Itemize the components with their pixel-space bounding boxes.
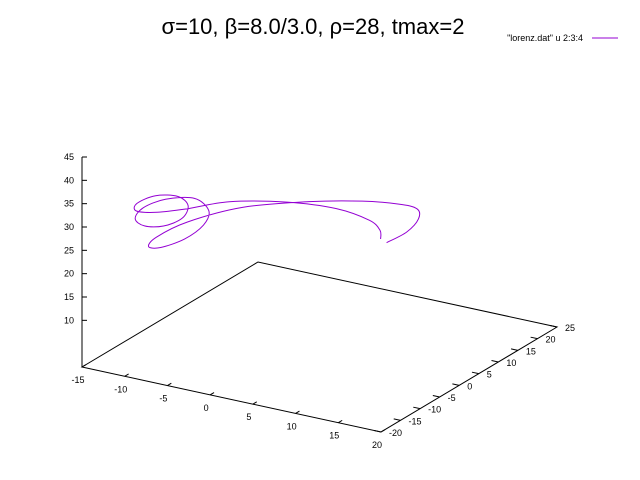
x-tick-label: 20 — [372, 440, 382, 450]
z-tick-label: 25 — [64, 245, 74, 255]
lorenz-trajectory-line — [133, 194, 421, 249]
x-tick-label: 5 — [246, 412, 251, 422]
legend: "lorenz.dat" u 2:3:4 — [507, 33, 618, 43]
x-tick — [380, 429, 386, 433]
x-tick — [81, 364, 87, 368]
base-frame — [80, 261, 559, 433]
z-tick-label: 30 — [64, 222, 74, 232]
x-tick — [167, 382, 172, 387]
x-tick-label: -5 — [159, 394, 167, 404]
x-tick — [124, 373, 129, 377]
z-tick-label: 20 — [64, 269, 74, 279]
y-tick — [393, 418, 401, 421]
y-tick-label: 25 — [565, 323, 575, 333]
tick-labels: -15 -10 -5 0 5 10 15 20 -20 -15 -10 -5 0 5 10 15 20 25 10 1… — [64, 152, 575, 450]
x-tick-label: 10 — [287, 421, 297, 431]
x-tick — [252, 401, 258, 405]
y-tick-label: -10 — [428, 405, 441, 415]
chart-title: σ=10, β=8.0/3.0, ρ=28, tmax=2 — [162, 14, 465, 39]
y-tick — [471, 371, 479, 375]
y-tick — [510, 348, 518, 351]
axes — [80, 157, 559, 433]
y-tick — [452, 383, 460, 386]
y-tick-label: -20 — [389, 428, 402, 438]
z-tick-label: 35 — [64, 199, 74, 209]
y-tick-label: 10 — [506, 358, 516, 368]
y-tick-label: 15 — [526, 346, 536, 356]
x-tick-label: -10 — [114, 384, 127, 394]
z-tick-label: 15 — [64, 292, 74, 302]
y-tick — [530, 336, 538, 340]
z-tick-label: 45 — [64, 152, 74, 162]
y-tick-label: -15 — [409, 416, 422, 426]
x-tick-label: -15 — [71, 375, 84, 385]
y-tick-label: 5 — [487, 370, 492, 380]
z-tick-label: 10 — [64, 315, 74, 325]
y-tick-label: -5 — [448, 393, 456, 403]
z-tick-label: 40 — [64, 175, 74, 185]
x-tick — [338, 419, 343, 424]
y-tick — [432, 395, 440, 398]
x-tick — [295, 410, 300, 414]
x-tick-label: 0 — [204, 403, 209, 413]
y-tick — [550, 325, 558, 328]
y-tick — [374, 430, 382, 433]
y-tick — [413, 406, 421, 410]
y-tick-label: 0 — [467, 381, 472, 391]
x-tick-label: 15 — [329, 431, 339, 441]
tick-marks — [81, 156, 558, 433]
legend-label: "lorenz.dat" u 2:3:4 — [507, 33, 583, 43]
x-tick — [209, 392, 215, 396]
y-tick — [491, 360, 499, 363]
y-tick-label: 20 — [545, 335, 555, 345]
series — [133, 194, 421, 249]
